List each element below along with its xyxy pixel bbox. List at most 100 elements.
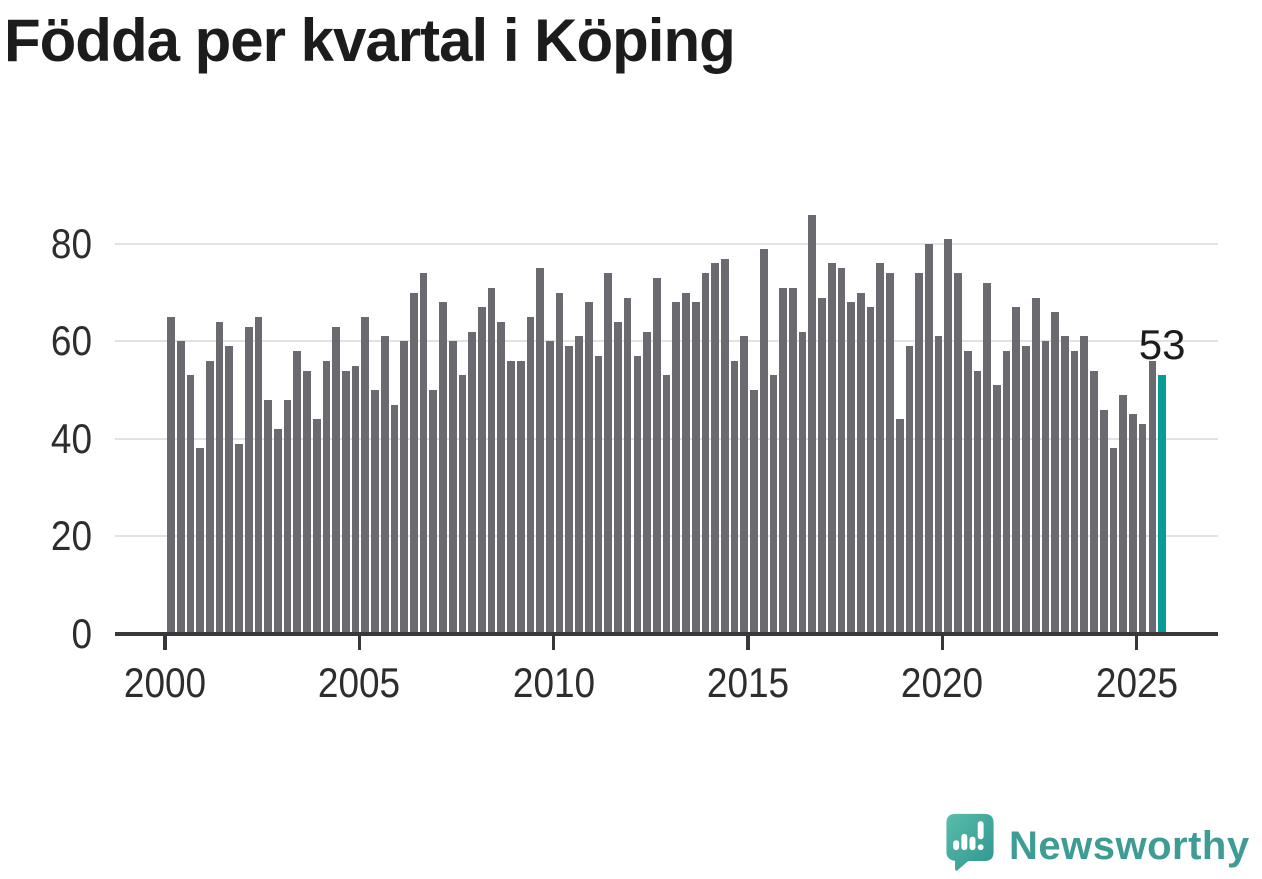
- bar: [439, 302, 447, 633]
- mini-bar-3: [969, 836, 976, 851]
- bar: [584, 302, 593, 633]
- chart-title: Födda per kvartal i Köping: [4, 7, 736, 74]
- x-axis-label-2000: 2000: [123, 659, 207, 706]
- bar: [536, 268, 545, 633]
- bar: [410, 292, 418, 633]
- bar: [303, 370, 311, 633]
- mini-bar-1: [953, 840, 960, 851]
- newsworthy-wordmark: Newsworthy: [1009, 824, 1250, 868]
- bar: [1148, 360, 1157, 633]
- bar: [701, 273, 710, 633]
- bar: [983, 282, 991, 633]
- bar: [876, 263, 885, 633]
- x-axis-line: [115, 632, 1218, 636]
- bar: [322, 360, 331, 633]
- bar: [575, 336, 583, 633]
- bar: [293, 351, 302, 633]
- x-axis-tick-2005: [357, 636, 362, 650]
- highlighted-bar-value-label: 53: [1138, 321, 1186, 368]
- x-axis-label-2015: 2015: [706, 659, 790, 706]
- bar: [478, 307, 486, 633]
- bar: [1022, 346, 1030, 633]
- bar: [643, 331, 651, 633]
- bar: [1061, 336, 1069, 633]
- bar: [555, 292, 564, 633]
- x-axis-label-2020: 2020: [901, 659, 984, 706]
- bar: [468, 331, 476, 633]
- x-axis-tick-2015: [746, 636, 750, 650]
- newsworthy-branding: Newsworthy: [941, 810, 1249, 874]
- bar: [507, 360, 515, 633]
- bar: [847, 302, 855, 633]
- bar: [633, 355, 642, 633]
- bar: [944, 239, 953, 633]
- exclamation-bar: [977, 821, 984, 840]
- bar: [798, 331, 807, 633]
- bar: [779, 287, 787, 633]
- y-axis-label-80: 80: [50, 219, 92, 267]
- bar: [963, 351, 972, 633]
- bar: [672, 302, 681, 633]
- x-axis-tick-2000: [163, 636, 167, 650]
- bar: [176, 341, 185, 633]
- bar: [546, 341, 554, 633]
- bar: [196, 448, 204, 633]
- bar: [205, 360, 214, 633]
- bar: [458, 375, 467, 633]
- bar: [1138, 424, 1147, 633]
- bar: [186, 375, 195, 633]
- bar: [225, 346, 234, 633]
- x-axis-tick-2010: [551, 636, 556, 650]
- bar: [1002, 351, 1011, 633]
- y-gridline-60: [115, 340, 1218, 343]
- bar: [419, 273, 428, 633]
- bar: [652, 278, 661, 633]
- bar: [886, 273, 894, 633]
- bar: [1090, 370, 1098, 633]
- bar: [264, 399, 272, 633]
- bar: [332, 326, 340, 633]
- bar: [1129, 414, 1137, 633]
- bar: [487, 287, 496, 633]
- bar: [526, 317, 535, 633]
- x-axis-tick-2020: [940, 636, 945, 650]
- bar: [361, 317, 370, 633]
- x-axis-label-2005: 2005: [318, 659, 401, 706]
- bar: [235, 443, 243, 633]
- y-gridline-80: [115, 242, 1218, 245]
- bar: [759, 248, 768, 633]
- bar: [925, 243, 933, 633]
- bar: [934, 336, 943, 633]
- bar: [720, 258, 729, 633]
- bar: [516, 360, 525, 633]
- y-axis-label-0: 0: [71, 609, 92, 657]
- highlighted-bar: [1158, 375, 1166, 633]
- bar: [769, 375, 778, 633]
- bar: [1031, 297, 1040, 633]
- bar: [380, 336, 389, 633]
- bar: [215, 321, 224, 633]
- bar: [351, 365, 360, 633]
- x-axis-label-2025: 2025: [1095, 659, 1178, 706]
- bar: [808, 214, 817, 633]
- bar: [312, 419, 321, 633]
- bar: [730, 360, 739, 633]
- bar: [614, 321, 622, 633]
- bar: [1012, 307, 1021, 633]
- bar: [682, 292, 690, 633]
- y-axis-label-20: 20: [50, 512, 92, 560]
- bar: [400, 341, 408, 633]
- x-axis-tick-2025: [1134, 636, 1139, 650]
- bar: [594, 355, 603, 633]
- bar: [273, 429, 282, 633]
- bar: [711, 263, 719, 633]
- bar: [244, 326, 253, 633]
- bar: [371, 390, 379, 633]
- bar: [857, 292, 865, 633]
- bar: [1099, 409, 1108, 633]
- bar: [497, 321, 506, 633]
- bar: [565, 346, 574, 633]
- bar: [604, 273, 613, 633]
- mini-bar-2: [961, 833, 968, 851]
- bar: [1070, 351, 1079, 633]
